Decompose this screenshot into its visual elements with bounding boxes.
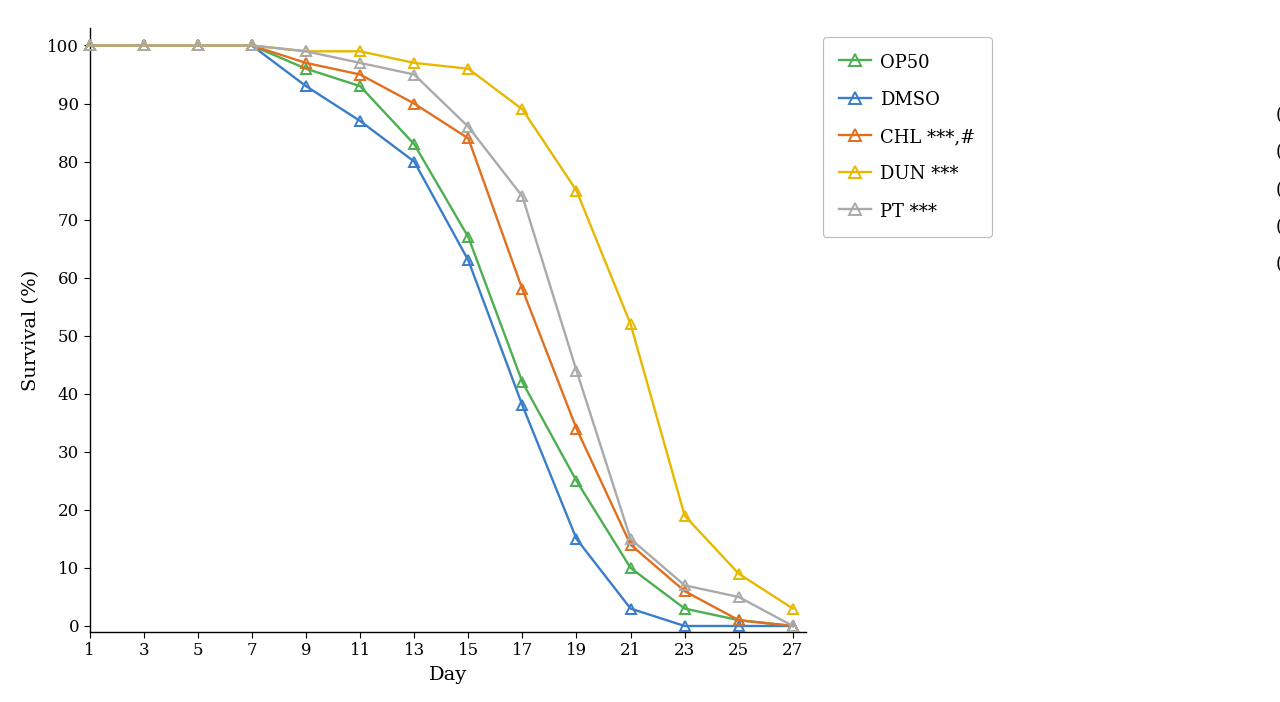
Y-axis label: Survival (%): Survival (%) [22,270,41,390]
X-axis label: Day: Day [429,666,467,684]
Text: (18.6): (18.6) [1276,255,1280,273]
Legend: OP50, DMSO, CHL ***,#, DUN ***, PT ***: OP50, DMSO, CHL ***,#, DUN ***, PT *** [823,37,992,237]
Text: (16.4): (16.4) [1276,106,1280,124]
Text: (17.7): (17.7) [1276,180,1280,199]
Text: (16.1): (16.1) [1276,143,1280,161]
Text: (19.1): (19.1) [1276,218,1280,236]
